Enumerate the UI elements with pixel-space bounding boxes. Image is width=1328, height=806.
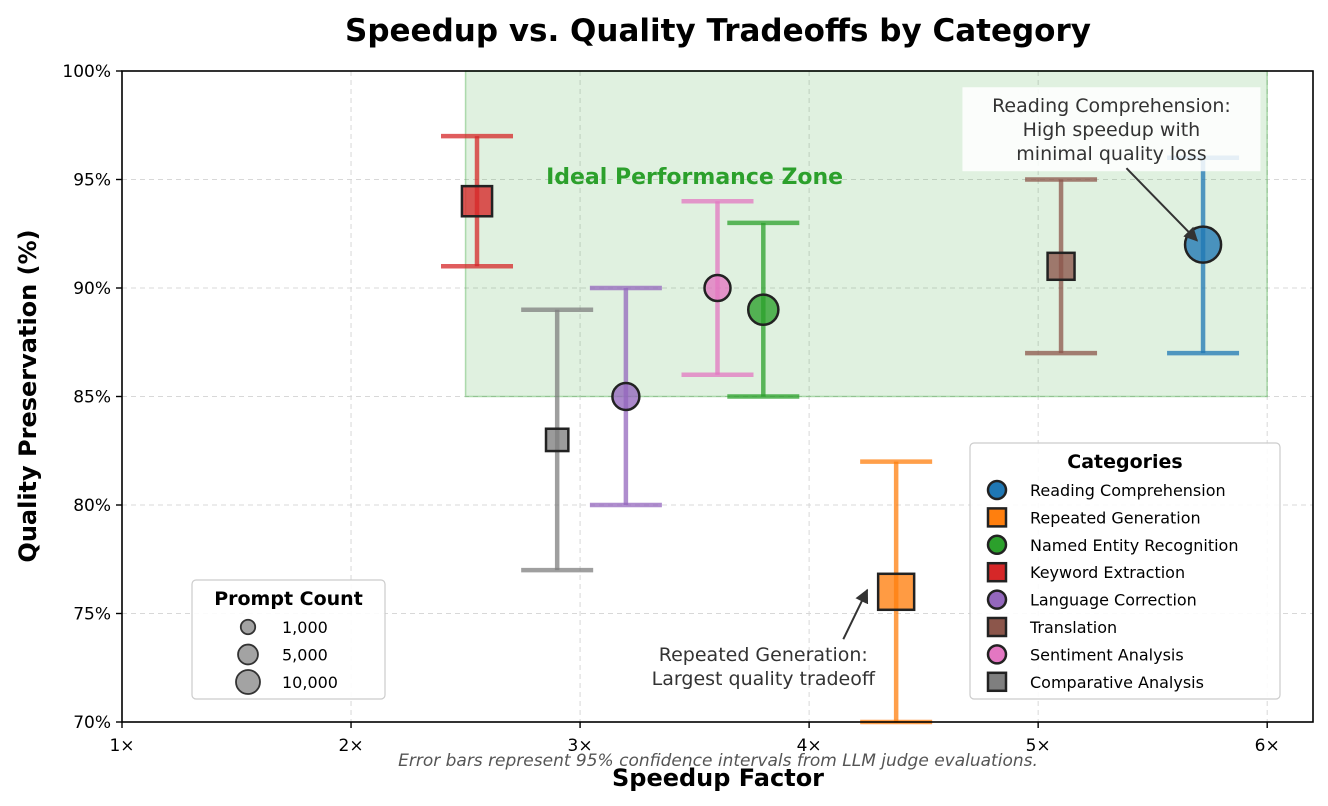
legend-marker-6 xyxy=(986,644,1008,665)
legend-label-0: Reading Comprehension xyxy=(1030,481,1226,500)
legend-label-1: Repeated Generation xyxy=(1030,508,1201,527)
annotation-1-line-0: Repeated Generation: xyxy=(659,644,868,666)
x-tick-label-2: 3× xyxy=(568,736,593,756)
data-point-5 xyxy=(1046,251,1076,282)
data-point-6 xyxy=(703,273,732,303)
legend-title: Categories xyxy=(1067,451,1182,473)
size-legend-label-0: 1,000 xyxy=(282,618,328,637)
footnote: Error bars represent 95% confidence inte… xyxy=(398,751,1038,771)
y-axis-label: Quality Preservation (%) xyxy=(14,229,42,562)
legend-label-3: Keyword Extraction xyxy=(1030,563,1185,582)
annotations: Reading Comprehension:High speedup withm… xyxy=(652,87,1261,690)
legend-marker-4 xyxy=(986,589,1008,610)
legend-marker-2 xyxy=(986,534,1008,556)
size-legend-frame xyxy=(191,579,386,700)
x-tick-label-3: 4× xyxy=(797,736,822,756)
y-tick-label-6: 100% xyxy=(62,62,111,82)
x-ticks: 1× 2× 3× 4× 5× 6× xyxy=(109,722,1280,756)
y-tick-label-5: 95% xyxy=(73,171,111,191)
annotation-box-0 xyxy=(962,87,1261,172)
legend-label-5: Translation xyxy=(1029,618,1117,637)
annotation-0-line-0: Reading Comprehension: xyxy=(992,95,1231,117)
y-tick-label-4: 90% xyxy=(73,279,111,299)
data-point-1 xyxy=(876,572,916,612)
annotation-1-line-1: Largest quality tradeoff xyxy=(652,668,876,690)
y-tick-label-3: 85% xyxy=(73,388,111,408)
chart-title: Speedup vs. Quality Tradeoffs by Categor… xyxy=(345,13,1091,49)
data-markers xyxy=(460,184,1223,612)
data-point-4 xyxy=(611,381,641,412)
category-legend: Categories Reading Comprehension Repeated … xyxy=(969,442,1281,700)
legend-marker-5 xyxy=(986,616,1008,638)
x-tick-label-1: 2× xyxy=(339,736,364,756)
legend-label-2: Named Entity Recognition xyxy=(1030,536,1238,555)
data-point-7 xyxy=(544,427,570,453)
annotation-0-line-2: minimal quality loss xyxy=(1016,143,1206,165)
size-legend-marker-1 xyxy=(237,643,259,666)
legend-label-7: Comparative Analysis xyxy=(1030,673,1204,692)
data-point-3 xyxy=(460,184,494,218)
x-tick-label-5: 6× xyxy=(1255,736,1280,756)
annotation-0-line-1: High speedup with xyxy=(1023,119,1201,141)
size-legend-title: Prompt Count xyxy=(214,588,363,610)
size-legend-label-2: 10,000 xyxy=(282,673,338,692)
y-tick-label-2: 80% xyxy=(73,496,111,516)
legend-marker-1 xyxy=(986,507,1008,528)
legend-marker-7 xyxy=(986,671,1008,693)
legend-label-4: Language Correction xyxy=(1030,591,1197,610)
size-legend-label-1: 5,000 xyxy=(282,646,328,665)
legend-marker-3 xyxy=(986,561,1008,583)
data-point-0 xyxy=(1183,225,1223,264)
y-tick-label-0: 70% xyxy=(73,713,111,733)
size-legend-marker-0 xyxy=(239,618,257,636)
ideal-zone-label: Ideal Performance Zone xyxy=(546,165,843,190)
data-point-2 xyxy=(746,293,780,327)
x-axis-label: Speedup Factor xyxy=(612,764,824,792)
legend-frame xyxy=(969,442,1281,700)
x-tick-label-0: 1× xyxy=(109,736,134,756)
x-tick-label-4: 5× xyxy=(1026,736,1051,756)
legend-marker-0 xyxy=(986,479,1008,501)
annotation-arrow-1 xyxy=(842,588,869,640)
y-tick-label-1: 75% xyxy=(73,605,111,625)
annotation-arrow-0 xyxy=(1125,167,1199,242)
y-ticks: 70% 75% 80% 85% 90% 95% 100% xyxy=(62,62,122,733)
legend-label-6: Sentiment Analysis xyxy=(1030,645,1184,664)
size-legend-marker-2 xyxy=(235,669,261,695)
prompt-count-legend: Prompt Count 1,000 5,000 10,000 xyxy=(191,579,386,700)
